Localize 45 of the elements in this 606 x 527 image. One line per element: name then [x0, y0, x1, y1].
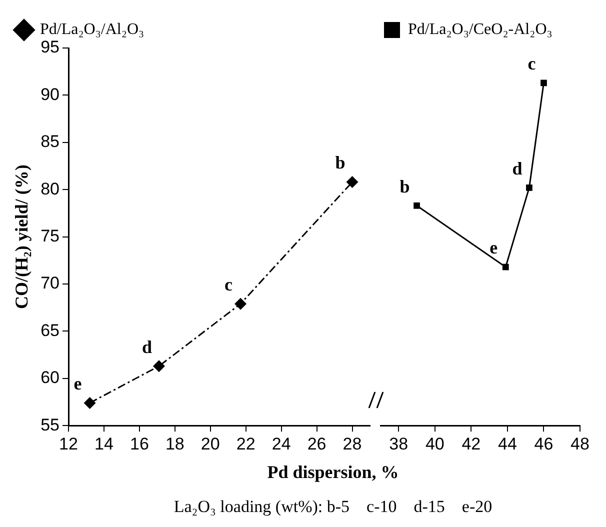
y-tick-label: 60	[40, 368, 60, 388]
annotation: c	[528, 54, 536, 74]
annotation: d	[142, 336, 152, 357]
y-axis-title: CO/(H₂) yield/ (%)	[11, 164, 32, 309]
x-tick-label: 16	[130, 434, 149, 454]
annotation: e	[490, 238, 498, 258]
x-tick-label: 12	[59, 434, 78, 454]
point	[346, 176, 358, 188]
x-tick-label: 28	[342, 434, 362, 454]
annotation: c	[224, 274, 233, 294]
text: La₂O₃ loading (wt%): b-5 c-10 d-15 e-20	[172, 497, 494, 517]
y-tick-label: 55	[40, 415, 60, 434]
x-tick-label: 14	[94, 434, 114, 454]
point	[152, 360, 165, 372]
point	[540, 80, 547, 86]
annotation: b	[335, 152, 346, 173]
annotation: d	[512, 158, 522, 178]
y-tick-label: 85	[40, 132, 60, 152]
point	[234, 298, 247, 310]
x-tick-label: 18	[165, 434, 184, 454]
x-tick-label: 24	[272, 434, 291, 454]
y-tick-label: 70	[40, 274, 60, 293]
legend-label: Pd/La₂O₃/CeO₂-Al₂O₃	[408, 21, 552, 38]
x-tick-label: 44	[498, 434, 517, 454]
point	[526, 184, 532, 191]
x-tick-label: 38	[389, 434, 408, 454]
x-tick-label: 42	[462, 434, 481, 454]
point	[84, 396, 96, 409]
annotation: e	[74, 374, 82, 394]
x-tick-label: 46	[534, 434, 554, 454]
annotation: b	[400, 176, 410, 196]
y-tick-label: 65	[40, 320, 60, 340]
x-tick-label: 26	[307, 434, 326, 454]
x-tick-label: 40	[425, 434, 444, 454]
x-tick-label: 20	[200, 434, 220, 454]
x-axis-title: Pd dispersion, %	[266, 462, 400, 483]
y-tick-label: 90	[40, 84, 60, 104]
x-tick-label: 22	[236, 434, 256, 454]
point	[502, 264, 509, 270]
y-tick-label: 80	[40, 179, 60, 198]
legend-label: Pd/La₂O₃/Al₂O₃	[40, 21, 144, 38]
y-tick-label: 95	[40, 38, 60, 57]
y-tick-label: 75	[40, 226, 60, 246]
x-tick-label: 48	[570, 434, 590, 454]
point	[414, 202, 420, 209]
